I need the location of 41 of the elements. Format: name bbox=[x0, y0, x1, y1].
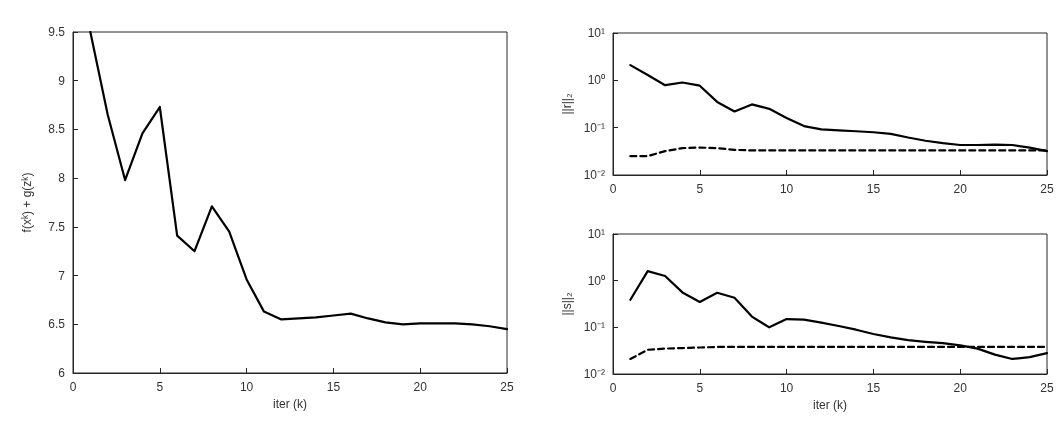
y-tick-label: 7 bbox=[58, 268, 66, 283]
y-tick-label: 8 bbox=[58, 171, 66, 186]
x-tick-label: 5 bbox=[156, 380, 164, 394]
x-tick-label: 0 bbox=[69, 380, 77, 394]
y-tick-label: 7.5 bbox=[48, 219, 66, 234]
y-tick-label: 6.5 bbox=[48, 317, 66, 332]
x-tick-label: 0 bbox=[609, 182, 617, 196]
y-tick-label: 10⁰ bbox=[587, 273, 605, 288]
x-tick-label: 20 bbox=[413, 380, 428, 394]
y-tick-label: 10⁻² bbox=[583, 367, 605, 381]
y-tick-label: 8.5 bbox=[48, 122, 66, 137]
x-tick-label: 25 bbox=[1040, 182, 1054, 196]
x-tick-label: 25 bbox=[500, 380, 514, 394]
y-tick-label: 10¹ bbox=[587, 26, 605, 40]
y-axis-title: ||s||₂ bbox=[559, 292, 574, 316]
x-tick-label: 5 bbox=[696, 182, 704, 196]
y-tick-label: 9.5 bbox=[48, 25, 66, 39]
y-axis-title: ||r||₂ bbox=[559, 93, 574, 115]
y-tick-label: 10⁻¹ bbox=[583, 120, 605, 135]
y-tick-label: 6 bbox=[58, 366, 66, 380]
x-tick-label: 15 bbox=[866, 381, 881, 395]
x-axis-title: iter (k) bbox=[273, 397, 307, 411]
line-series bbox=[629, 270, 1049, 361]
x-tick-label: 20 bbox=[953, 182, 968, 196]
x-tick-label: 20 bbox=[953, 381, 968, 395]
y-tick-label: 10⁻² bbox=[583, 168, 605, 182]
x-tick-label: 10 bbox=[779, 182, 794, 196]
x-tick-label: 0 bbox=[609, 381, 617, 395]
y-tick-label: 10¹ bbox=[587, 227, 605, 241]
x-tick-label: 15 bbox=[326, 380, 341, 394]
y-tick-label: 9 bbox=[58, 73, 66, 88]
x-tick-label: 10 bbox=[239, 380, 254, 394]
x-tick-label: 10 bbox=[779, 381, 794, 395]
x-tick-label: 5 bbox=[696, 381, 704, 395]
line-series bbox=[89, 30, 509, 331]
y-tick-label: 10⁰ bbox=[587, 73, 605, 88]
x-axis-title: iter (k) bbox=[813, 398, 847, 412]
x-tick-label: 25 bbox=[1040, 381, 1054, 395]
y-axis-title: f(xᵏ) + g(zᵏ) bbox=[20, 172, 34, 233]
x-tick-label: 15 bbox=[866, 182, 881, 196]
y-tick-label: 10⁻¹ bbox=[583, 320, 605, 335]
